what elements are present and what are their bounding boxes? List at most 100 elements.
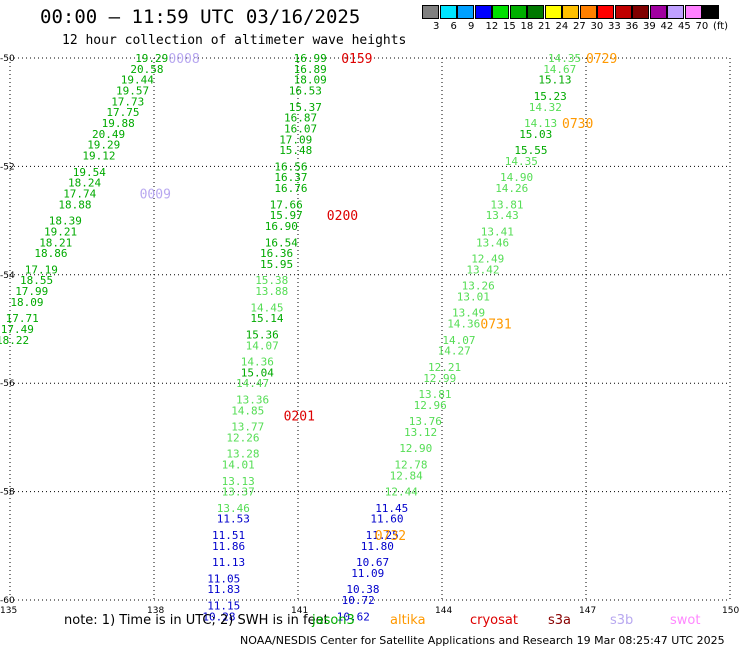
satellite-label-s3b: s3b [610, 613, 634, 628]
wave-height-value: 10.38 [346, 583, 379, 596]
legend-label: 24 [555, 21, 569, 32]
page-subtitle: 12 hour collection of altimeter wave hei… [62, 33, 407, 48]
wave-height-value: 18.21 [39, 236, 72, 249]
wave-height-value: 15.55 [514, 144, 547, 157]
wave-height-value: 13.42 [466, 263, 499, 276]
wave-height-value: 17.71 [6, 312, 39, 325]
wave-height-value: 16.76 [274, 182, 307, 195]
y-tick-label: -52 [0, 162, 15, 172]
wave-height-value: 11.13 [212, 556, 245, 569]
legend-swatch [562, 5, 579, 19]
legend-label: 30 [590, 21, 604, 32]
pass-time-label: 0008 [168, 52, 199, 67]
wave-height-value: 18.09 [10, 296, 43, 309]
legend-swatch [474, 5, 492, 19]
wave-height-value: 11.05 [207, 572, 240, 585]
wave-height-value: 11.09 [351, 567, 384, 580]
wave-height-value: 11.80 [361, 540, 394, 553]
wave-height-value: 12.90 [399, 442, 432, 455]
wave-height-value: 15.03 [519, 128, 552, 141]
wave-height-value: 13.81 [490, 198, 523, 211]
wave-height-value: 15.14 [250, 312, 283, 325]
legend-swatch [439, 5, 457, 19]
x-tick-label: 150 [722, 606, 739, 616]
y-tick-label: -60 [0, 596, 15, 606]
wave-height-value: 19.29 [87, 139, 120, 152]
satellite-label-altika: altika [390, 613, 426, 628]
legend-swatch [509, 5, 527, 19]
wave-height-value: 13.01 [457, 290, 490, 303]
legend-swatch [667, 5, 684, 19]
wave-height-value: 14.32 [529, 101, 562, 114]
pass-time-label: 0731 [480, 318, 511, 333]
wave-height-value: 17.19 [25, 263, 58, 276]
x-tick-label: 135 [0, 606, 17, 616]
legend-swatch [527, 5, 544, 19]
wave-height-value: 14.36 [447, 318, 480, 331]
wave-height-value: 14.13 [524, 117, 557, 130]
pass-time-label: 0009 [140, 188, 171, 203]
wave-height-value: 15.97 [270, 209, 303, 222]
wave-height-value: 13.81 [418, 388, 451, 401]
wave-height-value: 20.58 [130, 63, 163, 76]
wave-height-value: 18.55 [20, 274, 53, 287]
wave-height-value: 14.07 [442, 334, 475, 347]
legend-swatch [422, 5, 439, 19]
wave-height-value: 15.38 [255, 274, 288, 287]
legend-label: 15 [503, 21, 516, 32]
legend-swatch [457, 5, 474, 19]
x-tick-label: 138 [147, 606, 164, 616]
wave-height-value: 19.44 [121, 74, 154, 87]
wave-height-value: 16.36 [260, 247, 293, 260]
wave-height-value: 18.09 [294, 74, 327, 87]
wave-height-value: 16.89 [294, 63, 327, 76]
wave-height-value: 11.25 [366, 529, 399, 542]
wave-height-value: 13.43 [486, 209, 519, 222]
wave-height-value: 15.13 [538, 74, 571, 87]
wave-height-value: 16.90 [265, 220, 298, 233]
wave-height-value: 11.86 [212, 540, 245, 553]
x-tick-label: 144 [435, 606, 452, 616]
legend-swatch [544, 5, 562, 19]
pass-time-label: 0159 [341, 52, 372, 67]
wave-height-value: 17.09 [279, 133, 312, 146]
x-tick-label: 147 [579, 606, 596, 616]
wave-height-value: 13.49 [452, 307, 485, 320]
wave-height-value: 16.56 [274, 160, 307, 173]
wave-height-value: 15.23 [534, 90, 567, 103]
wave-height-value: 18.22 [0, 334, 29, 347]
legend-label: 18 [520, 21, 534, 32]
legend-swatch [649, 5, 667, 19]
wave-height-value: 14.67 [543, 63, 576, 76]
x-tick-label: 141 [291, 606, 308, 616]
wave-height-value: 13.88 [255, 285, 288, 298]
pass-time-label: 0732 [375, 529, 406, 544]
wave-height-value: 19.57 [116, 85, 149, 98]
wave-height-value: 17.74 [63, 188, 96, 201]
legend-label: 36 [625, 21, 639, 32]
wave-height-value: 17.66 [270, 198, 303, 211]
legend-label: 21 [538, 21, 551, 32]
legend-swatch [614, 5, 632, 19]
wave-height-value: 19.88 [102, 117, 135, 130]
legend-label: 6 [450, 21, 457, 32]
wave-height-value: 17.73 [111, 95, 144, 108]
wave-height-value: 12.84 [390, 469, 423, 482]
wave-height-value: 12.21 [428, 361, 461, 374]
wave-height-value: 17.75 [106, 106, 139, 119]
wave-height-value: 11.15 [207, 599, 240, 612]
wave-height-value: 14.07 [246, 339, 279, 352]
satellite-label-cryosat: cryosat [470, 613, 518, 628]
wave-height-value: 15.37 [289, 101, 322, 114]
wave-height-value: 13.46 [217, 502, 250, 515]
wave-height-value: 14.35 [505, 155, 538, 168]
wave-height-value: 16.99 [294, 52, 327, 65]
wave-height-value: 12.99 [423, 372, 456, 385]
legend-label: 27 [573, 21, 586, 32]
wave-height-value: 19.54 [73, 166, 106, 179]
wave-height-value: 14.26 [495, 182, 528, 195]
legend-swatch [702, 5, 719, 19]
wave-height-value: 14.01 [222, 459, 255, 472]
